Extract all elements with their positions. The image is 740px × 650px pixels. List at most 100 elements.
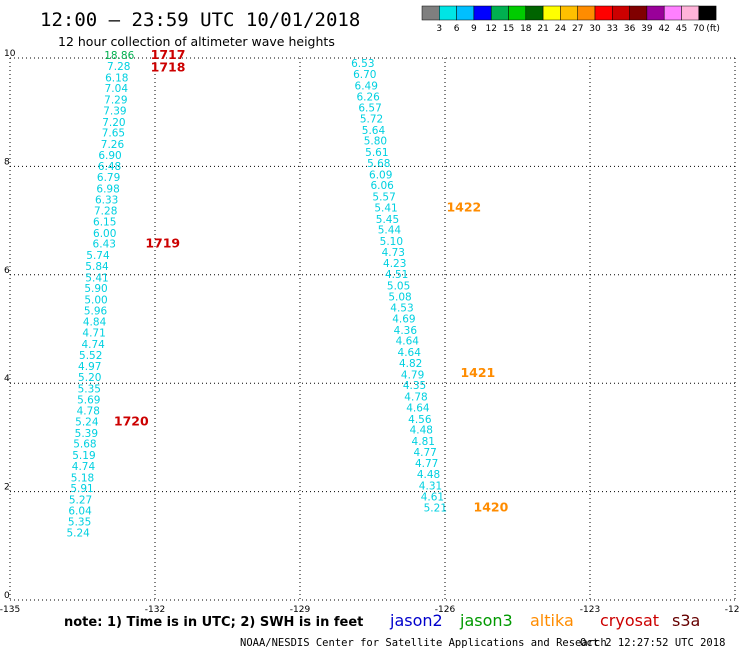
wave-height-point: 4.97 (78, 361, 101, 373)
colorbar-swatch (646, 5, 665, 21)
wave-height-point: 6.48 (98, 161, 121, 173)
colorbar-swatch (629, 5, 648, 21)
y-tick-label: 8 (4, 157, 10, 167)
colorbar: 3 6 9 12 15 18 21 24 27 30 33 36 39 42 45 70 (ft) (421, 5, 720, 34)
wave-height-point: 6.33 (95, 194, 118, 206)
colorbar-label: 45 (676, 24, 687, 34)
wave-height-point: 5.18 (71, 472, 94, 484)
x-tick-label: -126 (435, 605, 456, 615)
colorbar-swatch (560, 5, 578, 21)
colorbar-swatch (681, 5, 700, 21)
legend-entry: s3a (672, 611, 700, 630)
colorbar-label: 36 (624, 24, 636, 34)
wave-height-point: 7.65 (102, 128, 125, 140)
wave-height-point: 5.00 (84, 295, 107, 307)
satellite-legend: jason2 jason3 altika cryosat s3a (389, 611, 700, 630)
chart-title: 12:00 — 23:59 UTC 10/01/2018 (40, 9, 360, 31)
wave-height-point: 5.41 (85, 272, 108, 284)
wave-height-point: 5.57 (372, 192, 395, 204)
wave-height-point: 4.78 (404, 392, 427, 404)
wave-height-point: 5.52 (79, 350, 102, 362)
wave-height-point: 5.39 (75, 428, 98, 440)
wave-height-point: 7.28 (94, 206, 117, 218)
colorbar-swatch (542, 5, 561, 21)
colorbar-swatch (698, 5, 717, 21)
chart-subtitle: 12 hour collection of altimeter wave hei… (58, 34, 335, 49)
wave-height-point: 4.69 (392, 313, 415, 325)
colorbar-swatch (525, 5, 544, 21)
colorbar-swatch (594, 5, 613, 21)
credit-text: NOAA/NESDIS Center for Satellite Applica… (240, 637, 607, 649)
wave-height-point: 7.20 (102, 117, 125, 129)
colorbar-label: 3 (436, 24, 442, 34)
gridlines (9, 57, 736, 601)
colorbar-label: 6 (454, 24, 460, 34)
wave-height-point: 5.84 (85, 261, 109, 273)
wave-height-point: 6.04 (68, 505, 92, 517)
wave-height-point: 6.00 (93, 228, 116, 240)
colorbar-label: 9 (471, 24, 477, 34)
wave-height-point: 4.71 (82, 328, 105, 340)
legend-entry: jason3 (459, 611, 513, 630)
wave-height-point: 5.21 (424, 503, 447, 515)
colorbar-swatch (508, 5, 527, 21)
wave-height-point: 4.73 (382, 247, 405, 259)
colorbar-swatch (612, 5, 630, 21)
wave-height-point: 4.31 (419, 480, 442, 492)
y-tick-label: 2 (4, 483, 10, 493)
time-label: 1421 (460, 365, 495, 380)
colorbar-label: 15 (503, 24, 514, 34)
legend-entry: altika (530, 611, 574, 630)
colorbar-unit: (ft) (706, 24, 720, 34)
wave-height-point: 4.48 (410, 425, 433, 437)
x-tick-label: -123 (580, 605, 600, 615)
wave-height-point: 4.51 (385, 269, 408, 281)
wave-height-point: 4.77 (415, 458, 438, 470)
wave-height-point: 4.64 (406, 402, 430, 414)
wave-height-point: 4.48 (417, 469, 440, 481)
wave-height-point: 4.23 (383, 258, 406, 270)
timestamp-text: Oct 2 12:27:52 UTC 2018 (580, 637, 725, 649)
wave-height-point: 7.29 (104, 95, 127, 107)
colorbar-swatch (456, 5, 475, 21)
colorbar-label: 70 (693, 24, 705, 34)
wave-height-point: 4.61 (421, 491, 444, 503)
colorbar-label: 42 (658, 24, 669, 34)
wave-height-point: 4.74 (81, 339, 105, 351)
wave-height-point: 5.20 (78, 372, 101, 384)
wave-height-point: 4.64 (398, 347, 422, 359)
wave-height-point: 5.61 (365, 147, 388, 159)
wave-height-point: 5.19 (72, 450, 95, 462)
wave-height-point: 5.08 (388, 291, 411, 303)
time-label: 1422 (446, 199, 481, 214)
wave-height-point: 6.06 (370, 180, 394, 192)
wave-height-point: 7.39 (103, 105, 126, 117)
wave-height-point: 4.81 (412, 436, 435, 448)
wave-height-point: 5.69 (77, 394, 100, 406)
wave-height-point: 5.35 (68, 517, 91, 529)
time-label: 1717 (151, 47, 186, 62)
colorbar-label: 12 (485, 24, 496, 34)
wave-height-point: 7.26 (101, 139, 125, 151)
colorbar-label: 18 (520, 24, 532, 34)
wave-height-point: 4.36 (394, 325, 418, 337)
wave-height-point: 6.09 (369, 169, 392, 181)
wave-height-point: 4.35 (403, 380, 426, 392)
time-label: 1720 (114, 413, 149, 428)
wave-height-point: 6.70 (353, 69, 376, 81)
wave-height-point: 5.05 (387, 280, 410, 292)
wave-height-point: 5.27 (69, 495, 92, 507)
footer-note: note: 1) Time is in UTC; 2) SWH is in fe… (64, 615, 363, 630)
colorbar-swatch (663, 5, 682, 21)
wave-height-point: 5.90 (84, 283, 107, 295)
wave-height-point: 6.90 (98, 150, 121, 162)
data-points: 18.867.286.187.047.297.397.207.657.266.9… (66, 50, 447, 540)
y-tick-label: 10 (4, 49, 16, 59)
wave-height-point: 5.68 (367, 158, 390, 170)
legend-entry: jason2 (389, 611, 443, 630)
time-label: 1420 (474, 500, 509, 515)
wave-height-point: 6.15 (93, 216, 116, 228)
wave-height-point: 4.56 (408, 414, 432, 426)
